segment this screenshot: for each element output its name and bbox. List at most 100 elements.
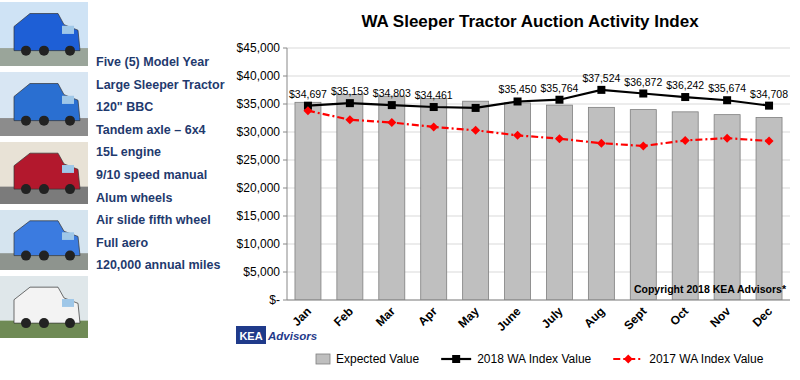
line-series bbox=[303, 106, 773, 150]
y-tick-label: $15,000 bbox=[237, 209, 281, 223]
y-tick bbox=[283, 272, 287, 273]
bar bbox=[630, 110, 656, 300]
thumb-wheel bbox=[39, 318, 49, 328]
y-tick bbox=[283, 244, 287, 245]
y-tick bbox=[283, 132, 287, 133]
line bbox=[308, 111, 769, 146]
thumb-wheel bbox=[65, 251, 75, 261]
marker bbox=[597, 86, 605, 94]
data-label: $35,450 bbox=[499, 83, 537, 95]
bar bbox=[714, 115, 740, 300]
thumb-wheel bbox=[21, 318, 31, 328]
truck-thumbnail bbox=[0, 72, 88, 136]
marker bbox=[555, 134, 564, 143]
marker bbox=[765, 102, 773, 110]
bar bbox=[295, 102, 321, 300]
marker bbox=[723, 96, 731, 104]
bar-series bbox=[295, 94, 782, 300]
x-tick-label: Feb bbox=[331, 304, 356, 329]
legend: Expected Value 2018 WA Index Value 2017 WA… bbox=[316, 352, 764, 366]
marker bbox=[345, 115, 354, 124]
y-axis-line bbox=[287, 48, 288, 300]
thumb-sky bbox=[0, 72, 88, 136]
spec-list: Five (5) Model YearLarge Sleeper Tractor… bbox=[96, 55, 225, 272]
x-axis-line bbox=[287, 300, 790, 301]
legend-text: Expected Value bbox=[336, 352, 419, 366]
bar bbox=[588, 107, 614, 300]
legend-item: 2017 WA Index Value bbox=[613, 352, 763, 366]
marker bbox=[639, 142, 648, 151]
thumb-wheel bbox=[21, 116, 31, 126]
marker bbox=[429, 122, 438, 131]
truck-thumbnail bbox=[0, 142, 88, 204]
plot-area bbox=[295, 86, 782, 300]
y-tick bbox=[283, 216, 287, 217]
marker bbox=[639, 90, 647, 98]
chart: Five (5) Model YearLarge Sleeper Tractor… bbox=[0, 0, 800, 380]
legend-marker bbox=[452, 355, 460, 363]
y-tick bbox=[283, 104, 287, 105]
logo-text: Advisors bbox=[267, 330, 317, 342]
y-tick bbox=[283, 188, 287, 189]
bar bbox=[505, 103, 531, 300]
truck-thumbnails bbox=[0, 2, 88, 338]
marker bbox=[346, 99, 354, 107]
thumb-cab bbox=[14, 84, 80, 121]
thumb-wheel bbox=[65, 116, 75, 126]
legend-text: 2018 WA Index Value bbox=[477, 352, 591, 366]
spec-text: Large Sleeper Tractor bbox=[96, 78, 225, 92]
page: {"chart_data": { "type": "bar", "title":… bbox=[0, 0, 800, 380]
grid-line bbox=[287, 48, 790, 49]
y-tick-label: $10,000 bbox=[237, 237, 281, 251]
x-tick-label: Apr bbox=[415, 304, 440, 329]
data-label: $34,697 bbox=[289, 88, 327, 100]
x-tick-label: July bbox=[539, 304, 566, 331]
thumb-wheel bbox=[21, 184, 31, 194]
thumb-wheel bbox=[21, 46, 31, 56]
marker bbox=[514, 97, 522, 105]
marker bbox=[430, 103, 438, 111]
spec-text: Alum wheels bbox=[96, 191, 172, 205]
y-tick-label: $20,000 bbox=[237, 181, 281, 195]
spec-text: 9/10 speed manual bbox=[96, 168, 207, 182]
marker bbox=[555, 96, 563, 104]
data-label: $35,153 bbox=[331, 85, 369, 97]
thumb-sky bbox=[0, 210, 88, 270]
spec-text: Tandem axle – 6x4 bbox=[96, 123, 206, 137]
y-tick bbox=[283, 48, 287, 49]
y-tick-label: $5,000 bbox=[243, 265, 280, 279]
spec-text: Full aero bbox=[96, 236, 148, 250]
bar bbox=[756, 117, 782, 300]
spec-text: Air slide fifth wheel bbox=[96, 213, 211, 227]
grid-line bbox=[287, 300, 790, 301]
x-tick-label: Mar bbox=[373, 304, 398, 329]
thumb-wheel bbox=[21, 251, 31, 261]
marker bbox=[723, 134, 732, 143]
thumb-cab bbox=[14, 153, 80, 189]
thumb-cab bbox=[14, 221, 80, 256]
y-tick-label: $45,000 bbox=[237, 41, 281, 55]
data-label: $36,242 bbox=[666, 79, 704, 91]
thumb-wheel bbox=[65, 318, 75, 328]
y-tick bbox=[283, 160, 287, 161]
legend-text: 2017 WA Index Value bbox=[649, 352, 763, 366]
truck-thumbnail bbox=[0, 210, 88, 270]
logo: KEAAdvisors bbox=[236, 326, 317, 344]
data-label: $35,674 bbox=[708, 82, 746, 94]
thumb-window bbox=[62, 26, 74, 34]
thumb-sky bbox=[0, 142, 88, 204]
bar bbox=[337, 94, 363, 300]
marker bbox=[388, 101, 396, 109]
data-labels: $34,697$35,153$34,803$34,461$35,450$35,7… bbox=[289, 72, 788, 101]
marker bbox=[681, 136, 690, 145]
y-tick-label: $40,000 bbox=[237, 69, 281, 83]
data-label: $34,803 bbox=[373, 87, 411, 99]
chart-title: WA Sleeper Tractor Auction Activity Inde… bbox=[361, 12, 699, 31]
y-tick bbox=[283, 76, 287, 77]
data-label: $34,461 bbox=[415, 89, 453, 101]
marker bbox=[303, 106, 312, 115]
x-tick-label: Aug bbox=[581, 304, 607, 330]
logo-box bbox=[236, 326, 266, 344]
data-label: $37,524 bbox=[582, 72, 620, 84]
y-tick-label: $35,000 bbox=[237, 97, 281, 111]
